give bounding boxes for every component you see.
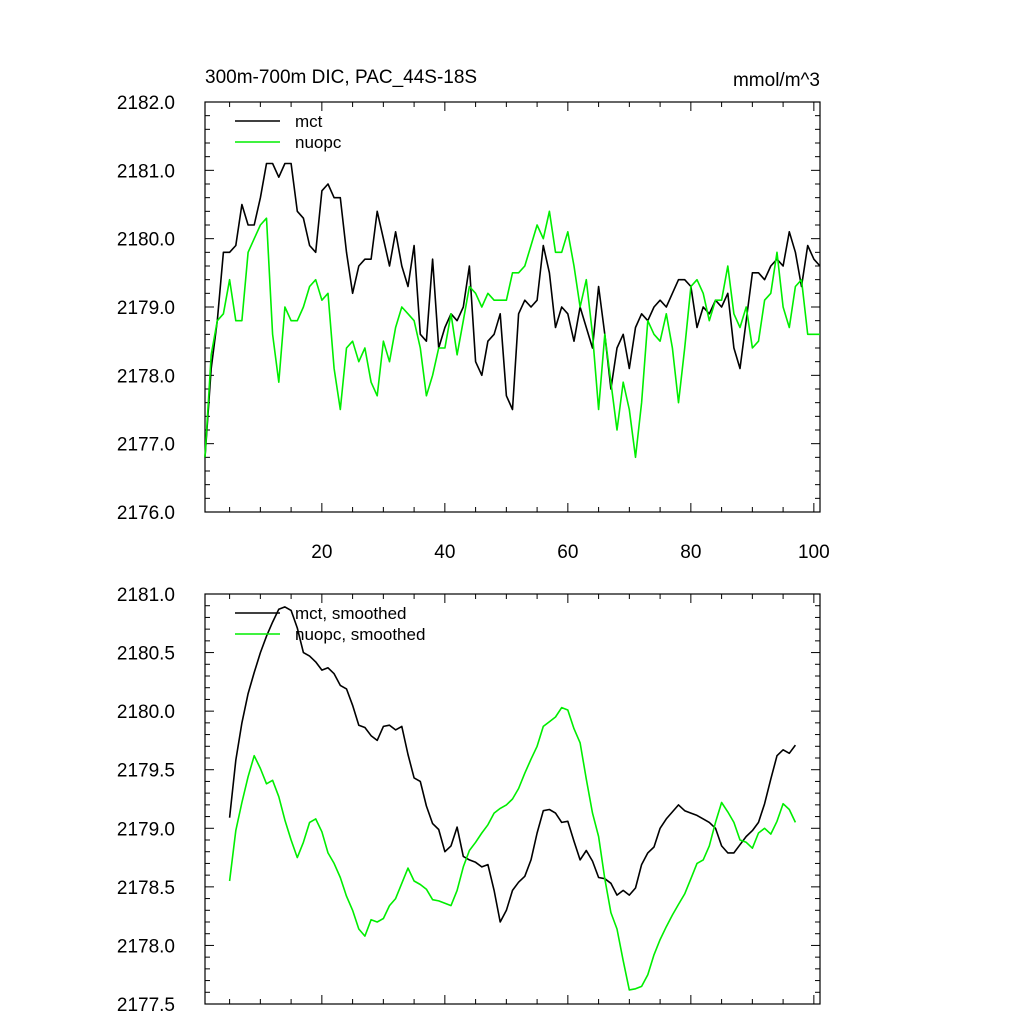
- chart-title: 300m-700m DIC, PAC_44S-18S: [205, 67, 477, 88]
- plot-frame: [204, 101, 821, 513]
- y-tick-labels: 2177.5 2178.0 2178.5 2179.0 2179.5 2180.0 2180…: [117, 585, 175, 1016]
- y-tick-label: 2179.0: [117, 298, 175, 319]
- x-tick-label: 20: [311, 542, 332, 563]
- x-tick-label: 80: [680, 542, 701, 563]
- y-tick-label: 2181.0: [117, 585, 175, 606]
- y-tick-label: 2178.0: [117, 936, 175, 957]
- y-tick-label: 2180.0: [117, 702, 175, 723]
- y-tick-label: 2179.5: [117, 761, 175, 782]
- series-line-mct-smoothed: [228, 606, 797, 923]
- y-tick-label: 2177.5: [117, 995, 175, 1016]
- legend: mct nuopc: [235, 112, 342, 152]
- y-tick-label: 2177.0: [117, 435, 175, 456]
- y-tick-label: 2181.0: [117, 161, 175, 182]
- legend-label: mct: [295, 112, 323, 131]
- y-tick-label: 2176.0: [117, 503, 175, 524]
- legend-label: nuopc: [295, 133, 342, 152]
- units-label: mmol/m^3: [733, 70, 820, 91]
- bottom-panel: 2177.5 2178.0 2178.5 2179.0 2179.5 2180.0 2180…: [117, 585, 821, 1016]
- x-tick-labels: 20 40 60 80 100: [311, 542, 829, 563]
- x-tick-label: 40: [434, 542, 455, 563]
- top-panel: 300m-700m DIC, PAC_44S-18S mmol/m^3 2176…: [117, 67, 830, 563]
- y-tick-labels: 2176.0 2177.0 2178.0 2179.0 2180.0 2181.0 2182…: [117, 93, 175, 524]
- series-line-nuopc-smoothed: [228, 706, 797, 991]
- tick-marks: [205, 101, 820, 513]
- tick-marks: [205, 593, 820, 1005]
- series-lines: [204, 162, 821, 459]
- y-tick-label: 2178.0: [117, 366, 175, 387]
- series-line-mct: [204, 162, 821, 458]
- plot-frame: [204, 593, 821, 1005]
- x-tick-label: 100: [798, 542, 830, 563]
- legend-label: mct, smoothed: [295, 604, 407, 623]
- x-tick-label: 60: [557, 542, 578, 563]
- legend-label: nuopc, smoothed: [295, 625, 425, 644]
- series-line-nuopc: [204, 210, 820, 459]
- legend: mct, smoothed nuopc, smoothed: [235, 604, 425, 644]
- y-tick-label: 2182.0: [117, 93, 175, 114]
- y-tick-label: 2180.5: [117, 644, 175, 665]
- y-tick-label: 2178.5: [117, 878, 175, 899]
- series-lines: [228, 606, 797, 991]
- y-tick-label: 2180.0: [117, 230, 175, 251]
- y-tick-label: 2179.0: [117, 819, 175, 840]
